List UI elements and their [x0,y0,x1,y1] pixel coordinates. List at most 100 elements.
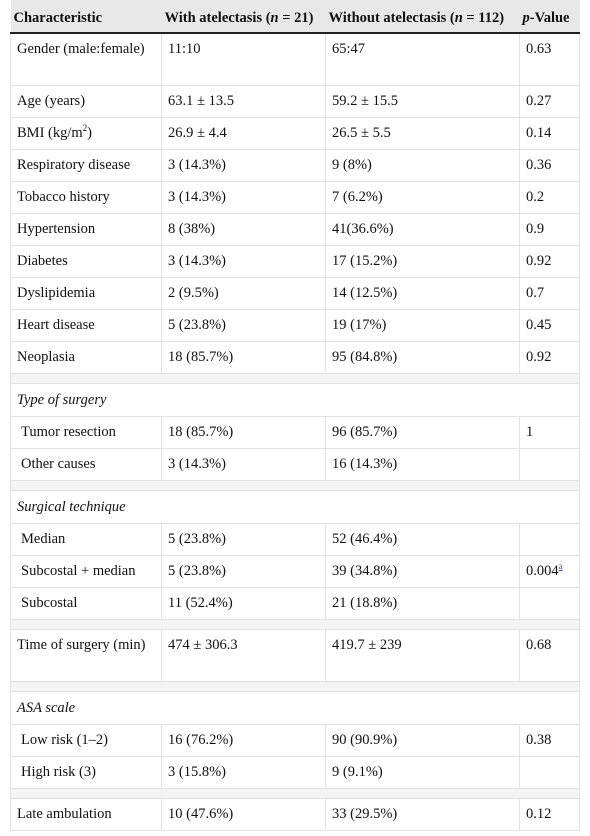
cell-label: Subcostal + median [10,555,162,588]
cell-with: 26.9 ± 4.4 [161,117,326,150]
cell-p: 0.9 [519,213,580,246]
cell-without: 95 (84.8%) [325,341,520,374]
cell-without: 419.7 ± 239 [325,629,520,682]
cell-without: 16 (14.3%) [325,448,520,481]
cell-label: Diabetes [10,245,162,278]
cell-p [519,523,580,556]
cell-without: 21 (18.8%) [325,587,520,620]
header-characteristic-text: Characteristic [13,10,103,26]
cell-without: 65:47 [325,33,520,86]
header-without-post: = 112) [462,10,505,26]
cell-p: 0.92 [519,341,580,374]
header-with-n: n [270,10,279,26]
cell-with: 18 (85.7%) [161,341,326,374]
cell-without: 9 (9.1%) [325,756,520,789]
cell-label: Hypertension [10,213,162,246]
header-characteristic: Characteristic [10,0,162,34]
section-title-technique: Surgical technique [10,490,580,524]
table-row: Diabetes 3 (14.3%) 17 (15.2%) 0.92 [10,245,580,278]
table-row: Hypertension 8 (38%) 41(36.6%) 0.9 [10,213,580,246]
cell-without: 19 (17%) [325,309,520,342]
header-with-atelectasis: With atelectasis (n = 21) [161,0,326,34]
cell-without: 26.5 ± 5.5 [325,117,520,150]
cell-with: 3 (14.3%) [161,448,326,481]
cell-label: Tobacco history [10,181,162,214]
cell-p: 0.68 [519,629,580,682]
table-body: Gender (male:female) 11:10 65:47 0.63 Ag… [10,33,580,831]
cell-with: 2 (9.5%) [161,277,326,310]
cell-label: Tumor resection [10,416,162,449]
cell-with: 11:10 [161,33,326,86]
cell-p: 0.38 [519,724,580,757]
spacer-row [10,373,580,384]
table-row: Late ambulation 10 (47.6%) 33 (29.5%) 0.… [10,798,580,831]
spacer-cell [10,480,580,491]
header-p-value: p-Value [519,0,580,34]
cell-p [519,448,580,481]
cell-without: 39 (34.8%) [325,555,520,588]
cell-with: 5 (23.8%) [161,309,326,342]
table-row: Median 5 (23.8%) 52 (46.4%) [10,523,580,556]
spacer-cell [10,619,580,630]
cell-with: 63.1 ± 13.5 [161,85,326,118]
cell-with: 18 (85.7%) [161,416,326,449]
cell-p: 0.12 [519,798,580,831]
section-header-row: ASA scale [10,691,580,725]
cell-p: 0.27 [519,85,580,118]
cell-with: 5 (23.8%) [161,555,326,588]
table-row: Neoplasia 18 (85.7%) 95 (84.8%) 0.92 [10,341,580,374]
cell-without: 33 (29.5%) [325,798,520,831]
cell-p: 0.36 [519,149,580,182]
cell-label: Gender (male:female) [10,33,162,86]
section-header-row: Type of surgery [10,383,580,417]
header-without-atelectasis: Without atelectasis (n = 112) [325,0,520,34]
cell-label: Median [10,523,162,556]
table-row: High risk (3) 3 (15.8%) 9 (9.1%) [10,756,580,789]
cell-without: 90 (90.9%) [325,724,520,757]
cell-with: 5 (23.8%) [161,523,326,556]
table-row: Other causes 3 (14.3%) 16 (14.3%) [10,448,580,481]
cell-p: 0.2 [519,181,580,214]
table-row: Tobacco history 3 (14.3%) 7 (6.2%) 0.2 [10,181,580,214]
table-row: Heart disease 5 (23.8%) 19 (17%) 0.45 [10,309,580,342]
footnote-sup: a [559,561,563,571]
table-row: Respiratory disease 3 (14.3%) 9 (8%) 0.3… [10,149,580,182]
cell-with: 3 (14.3%) [161,181,326,214]
header-with-post: = 21) [278,10,314,26]
section-header-row: Surgical technique [10,490,580,524]
spacer-cell [10,681,580,692]
cell-with: 3 (14.3%) [161,245,326,278]
cell-with: 474 ± 306.3 [161,629,326,682]
cell-label: BMI (kg/m2) [10,117,162,150]
cell-without: 52 (46.4%) [325,523,520,556]
bmi-label-pre: BMI (kg/m [17,125,83,141]
cell-p: 0.92 [519,245,580,278]
table-row: Dyslipidemia 2 (9.5%) 14 (12.5%) 0.7 [10,277,580,310]
table-row: BMI (kg/m2) 26.9 ± 4.4 26.5 ± 5.5 0.14 [10,117,580,150]
cell-label: Late ambulation [10,798,162,831]
cell-p: 1 [519,416,580,449]
cell-with: 11 (52.4%) [161,587,326,620]
cell-without: 14 (12.5%) [325,277,520,310]
table-row: Low risk (1–2) 16 (76.2%) 90 (90.9%) 0.3… [10,724,580,757]
spacer-row [10,480,580,491]
cell-label: Heart disease [10,309,162,342]
cell-label: Dyslipidemia [10,277,162,310]
cell-label: Neoplasia [10,341,162,374]
cell-without: 41(36.6%) [325,213,520,246]
header-without-pre: Without atelectasis ( [328,10,455,26]
cell-p: 0.7 [519,277,580,310]
characteristics-table-container: Characteristic With atelectasis (n = 21)… [10,0,580,831]
spacer-cell [10,373,580,384]
spacer-row [10,788,580,799]
cell-p: 0.004a [519,555,580,588]
cell-label: Respiratory disease [10,149,162,182]
footnote-a-link[interactable]: a [558,561,563,572]
cell-label: Low risk (1–2) [10,724,162,757]
cell-label: Time of surgery (min) [10,629,162,682]
cell-label: Age (years) [10,85,162,118]
table-header: Characteristic With atelectasis (n = 21)… [10,0,580,34]
cell-label: Other causes [10,448,162,481]
bmi-label-sup: 2 [82,123,88,134]
section-title-surgery-type: Type of surgery [10,383,580,417]
